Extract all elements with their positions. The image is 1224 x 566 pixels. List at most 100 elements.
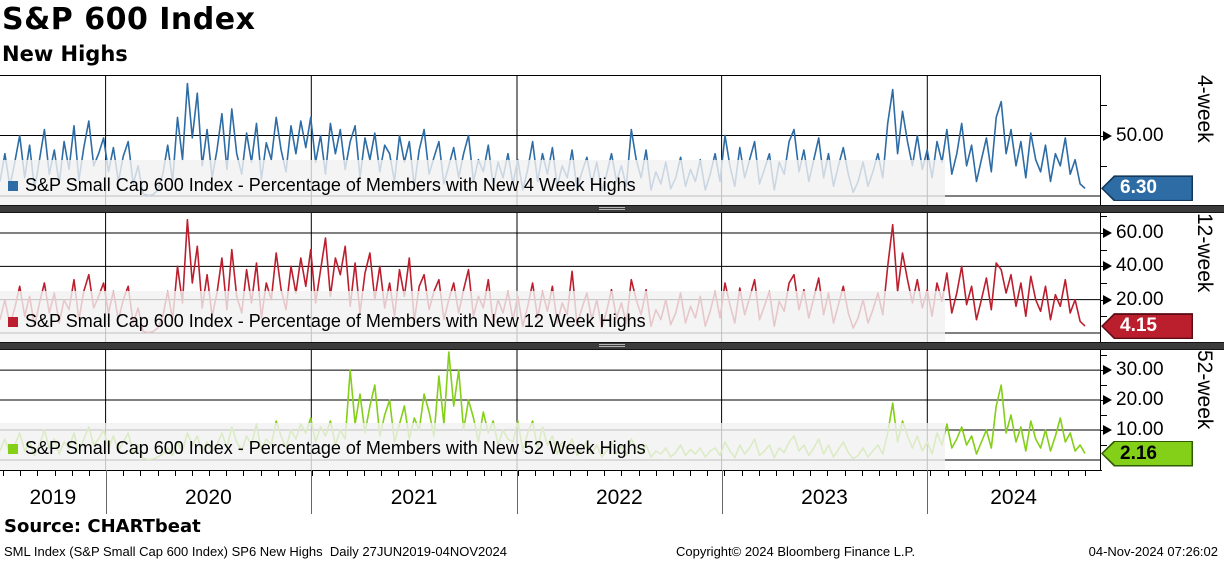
x-minor-tick bbox=[655, 471, 657, 476]
last-value-tag-fill bbox=[1103, 176, 1192, 200]
x-minor-tick bbox=[363, 471, 365, 476]
x-minor-tick bbox=[157, 471, 159, 476]
panel-axis-title: 12-week bbox=[1193, 213, 1216, 293]
panel-axis-title: 52-week bbox=[1193, 350, 1216, 430]
chart-description: SML Index (S&P Small Cap 600 Index) SP6 … bbox=[4, 544, 507, 559]
x-minor-tick bbox=[1085, 471, 1086, 476]
legend-label: S&P Small Cap 600 Index - Percentage of … bbox=[25, 175, 636, 195]
y-axis-tick bbox=[1100, 135, 1105, 137]
tick-arrow-icon bbox=[1103, 130, 1112, 141]
y-axis-tick bbox=[1100, 400, 1105, 402]
x-year-separator bbox=[517, 470, 518, 514]
x-minor-tick bbox=[226, 471, 228, 476]
x-minor-tick bbox=[982, 471, 983, 476]
y-tick-label: 10.00 bbox=[1116, 419, 1164, 441]
x-minor-tick bbox=[398, 471, 399, 476]
y-tick-label: 20.00 bbox=[1116, 288, 1164, 310]
x-minor-tick bbox=[20, 471, 22, 476]
x-minor-tick bbox=[123, 471, 125, 476]
x-minor-tick bbox=[1050, 471, 1052, 476]
legend-marker-icon bbox=[8, 316, 18, 327]
x-year-label: 2023 bbox=[801, 486, 848, 509]
x-minor-tick bbox=[449, 471, 451, 476]
footer: SML Index (S&P Small Cap 600 Index) SP6 … bbox=[0, 544, 1224, 562]
x-minor-tick bbox=[775, 471, 777, 476]
x-minor-tick bbox=[501, 471, 503, 476]
series-line bbox=[0, 82, 1086, 197]
x-minor-tick bbox=[312, 471, 314, 476]
y-tick-label: 30.00 bbox=[1116, 359, 1164, 381]
splitter-grip-icon bbox=[599, 344, 625, 348]
x-minor-tick bbox=[947, 471, 949, 476]
x-year-label: 2022 bbox=[595, 486, 643, 509]
x-minor-tick bbox=[827, 471, 829, 476]
legend-backdrop bbox=[0, 423, 945, 470]
x-minor-tick bbox=[432, 471, 434, 476]
y-axis-minor-tick bbox=[1100, 105, 1107, 107]
x-minor-tick bbox=[483, 471, 485, 476]
y-axis-minor-tick bbox=[1100, 249, 1107, 251]
x-minor-tick bbox=[191, 471, 193, 476]
x-minor-tick bbox=[295, 471, 296, 476]
y-axis-minor-tick bbox=[1100, 283, 1107, 284]
x-minor-tick bbox=[535, 471, 537, 476]
y-axis-minor-tick bbox=[1100, 385, 1107, 387]
y-tick-label: 20.00 bbox=[1116, 389, 1164, 411]
x-minor-tick bbox=[140, 471, 142, 476]
x-minor-tick bbox=[621, 471, 623, 476]
x-minor-tick bbox=[999, 471, 1001, 476]
x-minor-tick bbox=[1067, 471, 1069, 476]
panel-splitter[interactable] bbox=[0, 205, 1224, 213]
legend-backdrop bbox=[0, 291, 945, 342]
x-minor-tick bbox=[638, 471, 640, 476]
x-minor-tick bbox=[964, 471, 966, 476]
tick-arrow-icon bbox=[1103, 261, 1112, 272]
x-minor-tick bbox=[346, 471, 348, 476]
copyright-text: Copyright© 2024 Bloomberg Finance L.P. bbox=[676, 544, 916, 559]
last-value-tag: 6.30 bbox=[1101, 175, 1193, 202]
page-subtitle: New Highs bbox=[2, 42, 128, 66]
tick-arrow-icon bbox=[1103, 425, 1112, 436]
panel-axis-title: 4-week bbox=[1193, 75, 1216, 143]
x-minor-tick bbox=[518, 471, 520, 476]
legend-marker-icon bbox=[8, 180, 18, 191]
x-minor-tick bbox=[586, 471, 588, 476]
x-year-separator bbox=[721, 470, 723, 514]
panel-splitter[interactable] bbox=[0, 342, 1224, 350]
x-minor-tick bbox=[878, 471, 880, 476]
y-tick-label: 60.00 bbox=[1116, 222, 1164, 243]
x-minor-tick bbox=[466, 471, 468, 476]
y-tick-label: 40.00 bbox=[1116, 255, 1164, 277]
y-axis-tick bbox=[1100, 370, 1105, 372]
x-minor-tick bbox=[569, 471, 571, 476]
x-minor-tick bbox=[793, 471, 794, 476]
x-axis-line bbox=[0, 470, 1102, 471]
last-value-tag: 2.16 bbox=[1101, 440, 1193, 467]
x-year-label: 2024 bbox=[990, 486, 1037, 509]
x-minor-tick bbox=[810, 471, 812, 476]
x-year-label: 2019 bbox=[29, 486, 77, 509]
x-year-separator bbox=[927, 470, 929, 514]
x-minor-tick bbox=[724, 471, 726, 476]
tick-arrow-icon bbox=[1103, 365, 1112, 376]
last-value: 6.30 bbox=[1120, 177, 1157, 199]
x-minor-tick bbox=[690, 471, 691, 476]
last-value-tag-fill bbox=[1103, 442, 1192, 466]
tick-arrow-icon bbox=[1103, 294, 1112, 305]
x-minor-tick bbox=[209, 471, 211, 476]
x-minor-tick bbox=[844, 471, 846, 476]
x-minor-tick bbox=[415, 471, 417, 476]
page-title: S&P 600 Index bbox=[2, 2, 256, 37]
x-minor-tick bbox=[552, 471, 554, 476]
x-minor-tick bbox=[174, 471, 176, 476]
x-minor-tick bbox=[3, 471, 4, 476]
x-year-label: 2021 bbox=[390, 486, 438, 509]
source-label: Source: CHARTbeat bbox=[4, 516, 201, 537]
x-minor-tick bbox=[260, 471, 262, 476]
legend-backdrop bbox=[0, 160, 945, 205]
y-axis-tick bbox=[1100, 266, 1105, 268]
x-year-separator bbox=[105, 470, 107, 514]
x-minor-tick bbox=[861, 471, 863, 476]
panel-top-border bbox=[0, 75, 1101, 76]
legend-label: S&P Small Cap 600 Index - Percentage of … bbox=[25, 311, 646, 331]
